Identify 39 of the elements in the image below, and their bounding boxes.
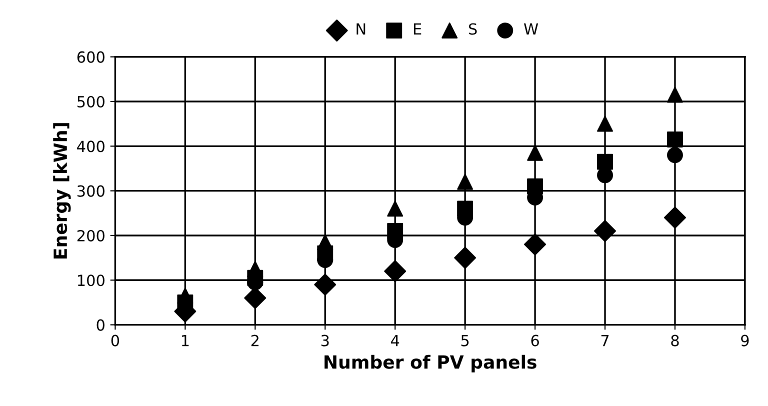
legend-label: S [468, 23, 477, 35]
y-tick-label: 300 [77, 185, 104, 197]
point [454, 246, 476, 269]
point [317, 234, 334, 250]
x-tick-label: 7 [601, 334, 609, 346]
y-tick-label: 600 [77, 51, 104, 63]
point [314, 274, 336, 296]
point [387, 200, 404, 217]
point [457, 174, 474, 190]
y-axis-title: Energy [kWh] [53, 123, 71, 258]
point [527, 144, 544, 161]
y-tick-label: 200 [77, 230, 104, 242]
y-tick-label: 500 [77, 96, 104, 108]
point [384, 260, 406, 282]
legend-label: N [356, 23, 366, 35]
legend-label: W [524, 23, 538, 35]
legend-label: E [414, 23, 422, 35]
x-tick-label: 6 [531, 334, 539, 346]
point [667, 131, 683, 148]
point [597, 116, 613, 132]
x-tick-label: 2 [251, 334, 258, 346]
x-axis-title: Number of PV panels [324, 354, 536, 372]
point [667, 147, 683, 164]
point [524, 233, 546, 256]
y-tick-label: 100 [78, 274, 104, 286]
x-tick-label: 5 [461, 334, 469, 346]
point [177, 288, 194, 304]
x-tick-label: 0 [111, 334, 120, 346]
y-tick-label: 0 [96, 319, 104, 331]
point [597, 154, 613, 170]
x-tick-label: 1 [182, 334, 189, 346]
point [667, 86, 683, 103]
point [664, 206, 686, 229]
point [594, 220, 616, 242]
x-tick-label: 4 [390, 334, 400, 346]
x-tick-label: 9 [741, 334, 749, 346]
x-tick-label: 8 [671, 334, 679, 346]
y-tick-label: 400 [77, 140, 104, 152]
x-tick-label: 3 [321, 334, 329, 346]
